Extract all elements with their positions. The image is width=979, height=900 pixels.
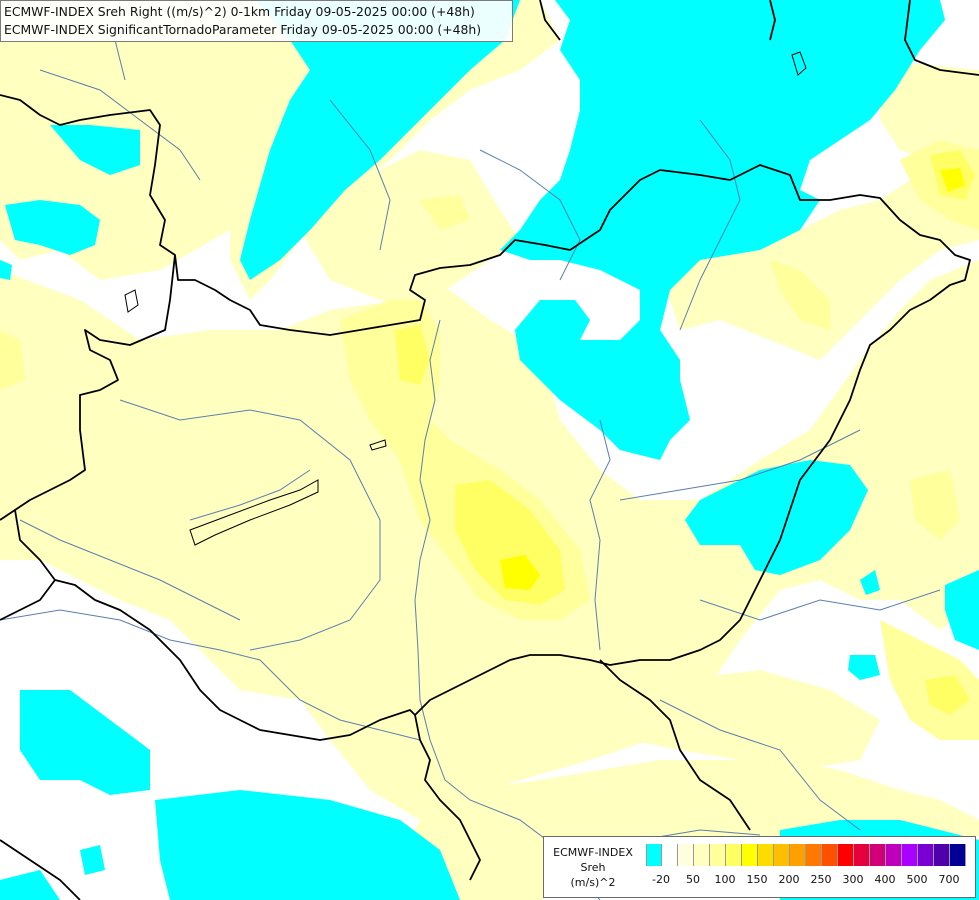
legend-tick: 100 — [714, 873, 736, 886]
map-title-line-1: ECMWF-INDEX Sreh Right ((m/s)^2) 0-1km F… — [4, 4, 475, 19]
legend-swatch — [726, 844, 742, 866]
legend-color-bar — [646, 844, 966, 866]
legend-swatch — [934, 844, 950, 866]
map-title-box: ECMWF-INDEX Sreh Right ((m/s)^2) 0-1km F… — [0, 0, 513, 42]
legend-swatch — [662, 844, 678, 866]
legend-swatch — [838, 844, 854, 866]
legend-swatch — [806, 844, 822, 866]
legend-swatch — [854, 844, 870, 866]
legend-variable: Sreh — [580, 861, 606, 874]
legend-tick: 200 — [778, 873, 800, 886]
legend-tick-labels: -20 50 100 150 200 250 300 400 500 700 — [646, 873, 976, 889]
legend-tick: 50 — [686, 873, 700, 886]
legend-swatch — [902, 844, 918, 866]
legend-tick: 700 — [938, 873, 960, 886]
legend-swatch — [742, 844, 758, 866]
color-legend: ECMWF-INDEX Sreh (m/s)^2 -20 50 100 150 200 2… — [543, 836, 976, 898]
legend-tick: 400 — [874, 873, 896, 886]
legend-swatch — [758, 844, 774, 866]
legend-swatch — [822, 844, 838, 866]
core-yellow-field — [500, 168, 965, 590]
legend-swatch — [886, 844, 902, 866]
lakes — [124, 51, 807, 546]
legend-tick: 500 — [906, 873, 928, 886]
legend-tick: 300 — [842, 873, 864, 886]
legend-swatch — [694, 844, 710, 866]
legend-swatch — [678, 844, 694, 866]
legend-swatch — [710, 844, 726, 866]
legend-swatch — [774, 844, 790, 866]
legend-swatch — [950, 844, 966, 866]
legend-tick: 250 — [810, 873, 832, 886]
legend-swatch — [918, 844, 934, 866]
legend-tick: 150 — [746, 873, 768, 886]
legend-unit: (m/s)^2 — [570, 876, 616, 889]
legend-swatch — [646, 844, 662, 866]
legend-label: ECMWF-INDEX Sreh (m/s)^2 — [544, 845, 642, 890]
legend-swatch — [790, 844, 806, 866]
map-title-line-2: ECMWF-INDEX SignificantTornadoParameter … — [4, 22, 482, 37]
legend-tick: -20 — [652, 873, 670, 886]
legend-source: ECMWF-INDEX — [553, 846, 633, 859]
legend-swatch — [870, 844, 886, 866]
